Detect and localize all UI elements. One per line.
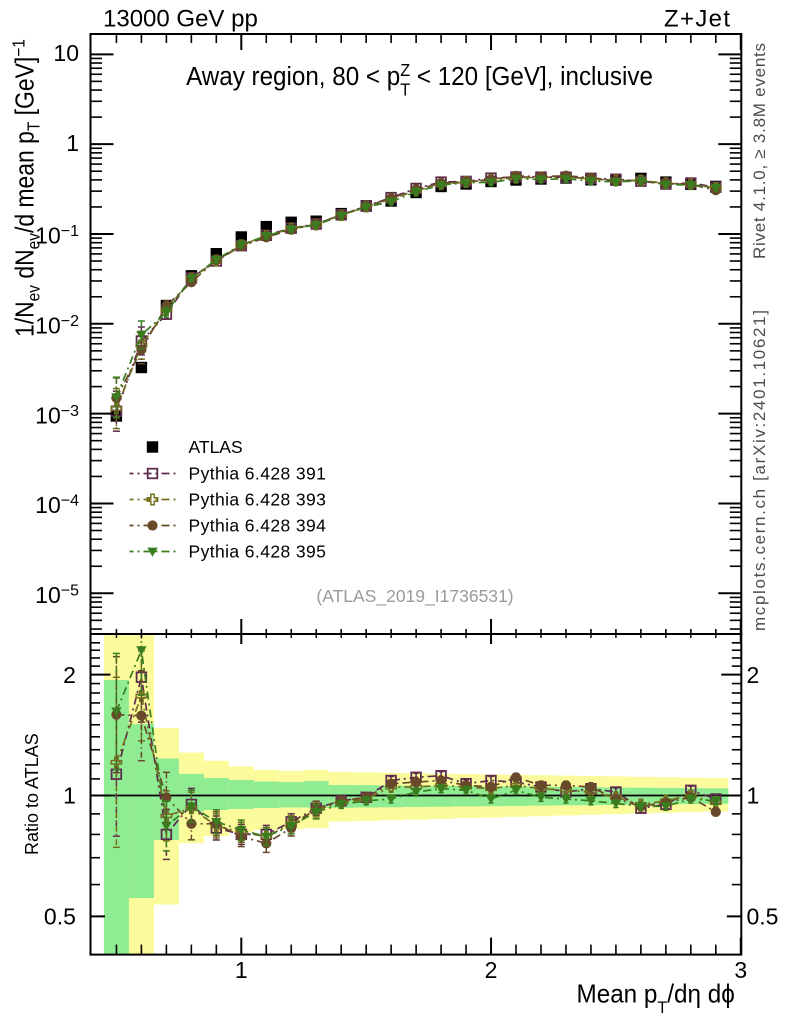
svg-text:Pythia 6.428 394: Pythia 6.428 394 xyxy=(189,516,327,536)
svg-text:Z+Jet: Z+Jet xyxy=(664,6,730,33)
svg-text:3: 3 xyxy=(734,957,747,983)
svg-text:1: 1 xyxy=(66,130,79,156)
svg-text:Rivet 4.1.0, ≥ 3.8M events: Rivet 4.1.0, ≥ 3.8M events xyxy=(750,43,769,259)
svg-text:2: 2 xyxy=(63,662,76,688)
svg-text:1: 1 xyxy=(235,957,248,983)
svg-text:1: 1 xyxy=(63,783,76,809)
svg-text:0.5: 0.5 xyxy=(44,904,76,930)
svg-text:mcplots.cern.ch [arXiv:2401.10: mcplots.cern.ch [arXiv:2401.10621] xyxy=(750,310,769,631)
svg-text:Pythia 6.428 395: Pythia 6.428 395 xyxy=(189,542,327,562)
svg-text:(ATLAS_2019_I1736531): (ATLAS_2019_I1736531) xyxy=(316,586,513,607)
svg-text:2: 2 xyxy=(485,957,498,983)
svg-text:10: 10 xyxy=(53,40,79,66)
svg-text:Pythia 6.428 391: Pythia 6.428 391 xyxy=(189,464,327,484)
svg-text:1: 1 xyxy=(747,783,760,809)
svg-text:Pythia 6.428 393: Pythia 6.428 393 xyxy=(189,490,327,510)
svg-text:10−1: 10−1 xyxy=(35,223,79,249)
svg-text:Ratio to ATLAS: Ratio to ATLAS xyxy=(22,733,42,855)
svg-text:1/Nev dNev/d mean pT [GeV]−1: 1/Nev dNev/d mean pT [GeV]−1 xyxy=(10,39,44,337)
svg-text:ATLAS: ATLAS xyxy=(189,437,243,457)
svg-text:13000 GeV pp: 13000 GeV pp xyxy=(103,6,258,33)
svg-text:0.5: 0.5 xyxy=(747,904,779,930)
svg-text:2: 2 xyxy=(747,662,760,688)
